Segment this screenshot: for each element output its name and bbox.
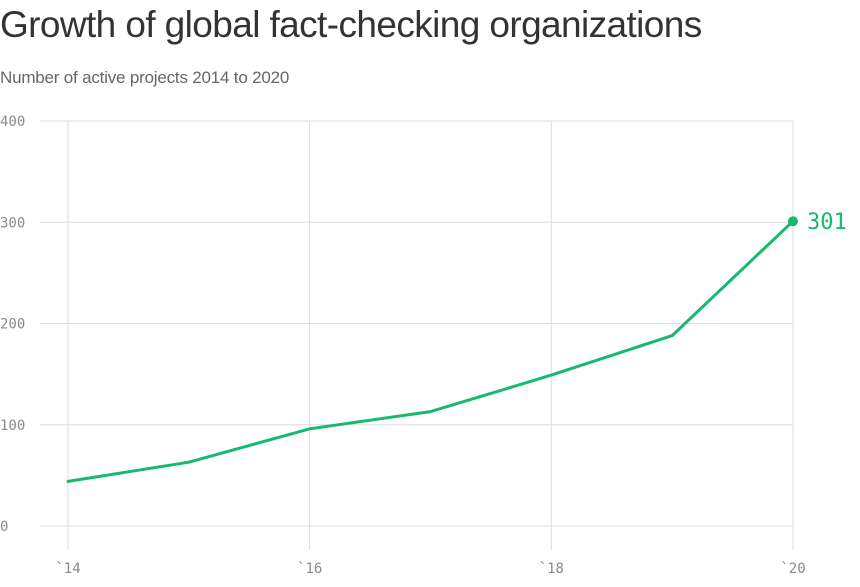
y-tick-label: 200	[0, 317, 25, 333]
series-line	[66, 219, 795, 483]
y-tick-label: 400	[0, 114, 25, 130]
x-tick-label: `14	[55, 561, 80, 577]
chart-subtitle: Number of active projects 2014 to 2020	[0, 68, 290, 87]
end-point-label: 301	[807, 210, 847, 235]
y-tick-label: 100	[0, 418, 25, 434]
x-tick-label: `20	[780, 561, 805, 577]
chart-title: Growth of global fact-checking organizat…	[0, 4, 702, 45]
y-tick-label: 300	[0, 215, 25, 231]
y-tick-label: 0	[0, 519, 8, 535]
x-tick-label: `16	[297, 561, 322, 577]
x-tick-label: `18	[539, 561, 564, 577]
end-point-dot	[788, 216, 798, 227]
